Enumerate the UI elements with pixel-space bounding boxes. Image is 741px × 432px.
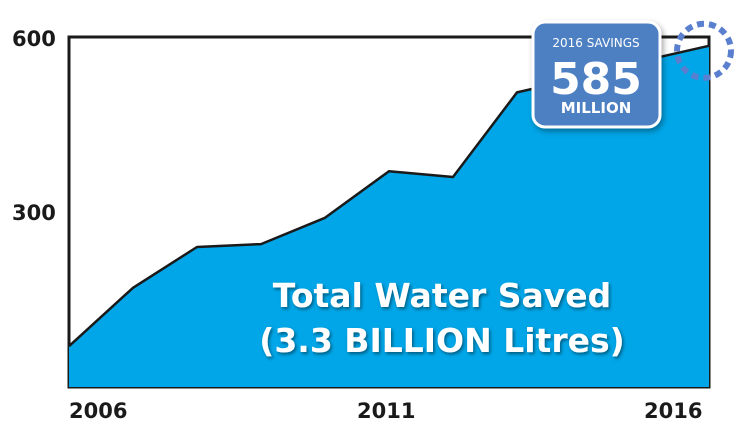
annotation-line-1: Total Water Saved [273,276,612,315]
annotation-line-2: (3.3 BILLION Litres) [259,321,624,360]
y-tick-label-300: 300 [12,201,56,225]
highlight-ring [674,20,734,81]
savings-badge-unit: MILLION [561,99,632,117]
area-fill [69,45,709,388]
x-tick-label-2006: 2006 [69,399,127,423]
y-tick-label-600: 600 [12,27,56,51]
savings-badge: 2016 SAVINGS 585 MILLION [531,20,662,129]
savings-badge-label: 2016 SAVINGS [552,36,639,50]
savings-badge-box [531,20,662,129]
x-tick-label-2011: 2011 [357,399,415,423]
x-tick-label-2016: 2016 [644,399,702,423]
savings-badge-value: 585 [550,54,642,105]
